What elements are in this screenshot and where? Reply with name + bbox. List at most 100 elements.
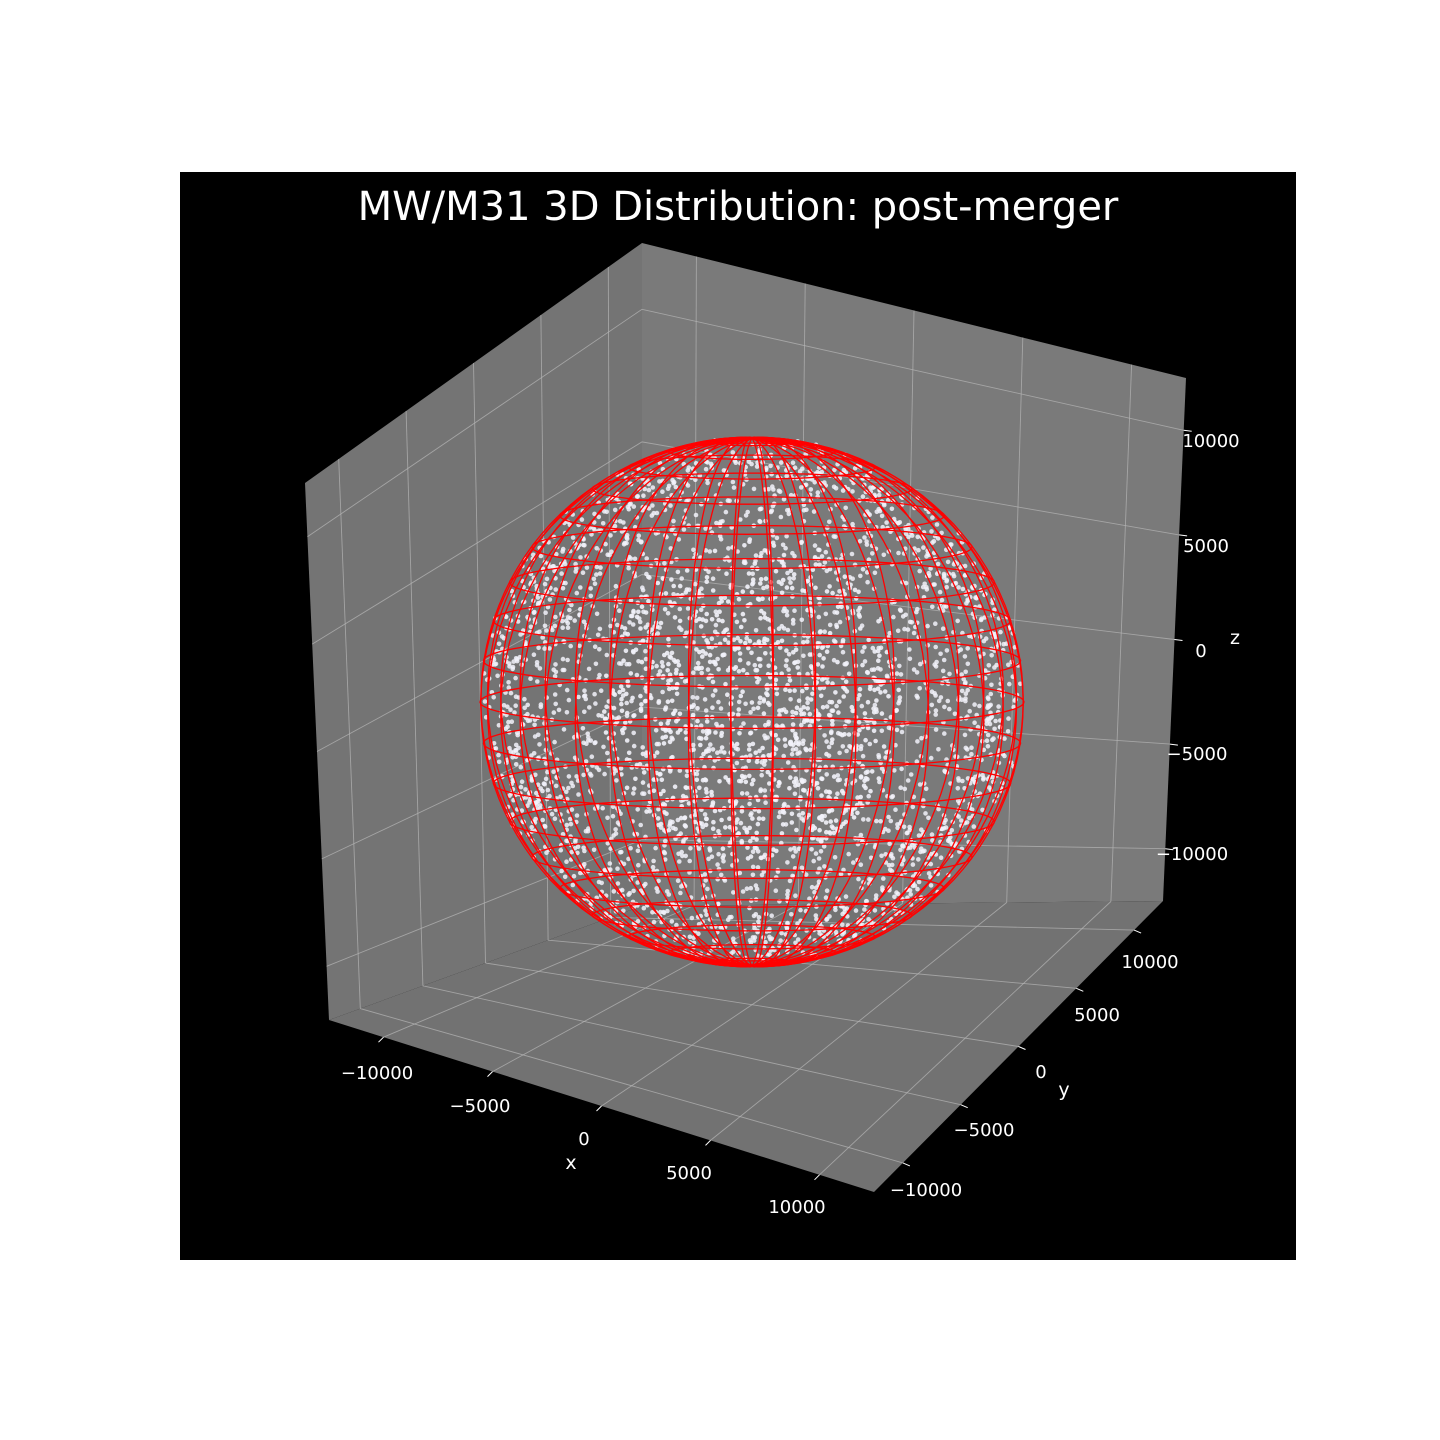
data-point: [868, 788, 873, 794]
data-point: [624, 710, 630, 716]
data-point: [604, 704, 609, 710]
data-point: [893, 708, 899, 714]
data-point: [731, 936, 736, 941]
data-point: [559, 868, 564, 874]
data-point: [784, 609, 789, 614]
data-point: [743, 701, 748, 707]
data-point: [827, 566, 833, 572]
data-point: [639, 604, 645, 609]
data-point: [777, 712, 782, 718]
data-point: [677, 859, 682, 864]
data-point: [567, 607, 572, 613]
3d-scatter-plot: MW/M31 3D Distribution: post-merger −100…: [305, 184, 1240, 1218]
data-point: [944, 648, 950, 653]
data-point: [764, 836, 769, 841]
data-point: [667, 672, 673, 677]
data-point: [746, 661, 751, 666]
data-point: [876, 753, 881, 758]
data-point: [709, 854, 715, 859]
data-point: [821, 685, 827, 691]
data-point: [858, 775, 864, 780]
data-point: [554, 551, 559, 557]
data-point: [629, 613, 635, 619]
data-point: [560, 625, 565, 630]
data-point: [856, 612, 862, 617]
data-point: [928, 883, 934, 888]
data-point: [841, 694, 846, 699]
data-point: [578, 606, 583, 612]
data-point: [917, 686, 922, 691]
data-point: [583, 828, 589, 834]
data-point: [748, 838, 753, 844]
data-point: [928, 566, 933, 571]
data-point: [617, 689, 622, 695]
data-point: [690, 695, 696, 700]
data-point: [790, 550, 795, 556]
data-point: [491, 695, 497, 700]
data-point: [753, 750, 758, 755]
data-point: [793, 767, 798, 773]
data-point: [819, 677, 825, 682]
data-point: [720, 855, 726, 861]
data-point: [970, 777, 975, 782]
data-point: [552, 692, 558, 697]
sphere-longitude-line: [751, 436, 857, 967]
data-point: [654, 750, 660, 755]
data-point: [593, 661, 599, 667]
data-point: [860, 567, 866, 572]
data-point: [926, 815, 931, 821]
data-point: [938, 855, 944, 860]
data-point: [552, 674, 558, 679]
data-point: [818, 629, 823, 634]
data-point: [762, 852, 768, 858]
data-point: [840, 911, 845, 917]
data-point: [758, 581, 763, 586]
data-point: [942, 769, 948, 775]
data-point: [840, 922, 845, 927]
data-point: [607, 861, 613, 866]
data-point: [870, 645, 876, 651]
data-point: [925, 623, 930, 629]
data-point: [838, 871, 844, 877]
data-point: [654, 886, 659, 891]
data-point: [618, 766, 624, 771]
data-point: [699, 501, 704, 507]
data-point: [596, 713, 601, 718]
data-point: [633, 776, 638, 782]
data-point: [801, 719, 807, 725]
data-point: [669, 577, 674, 582]
data-point: [574, 813, 580, 818]
data-point: [801, 640, 806, 645]
data-point: [583, 759, 589, 764]
data-point: [655, 580, 661, 586]
data-point: [773, 568, 779, 574]
data-point: [933, 621, 938, 626]
data-point: [735, 817, 740, 822]
data-point: [624, 532, 630, 538]
data-point: [764, 465, 769, 471]
y-grid-line: [485, 962, 1019, 1047]
data-point: [722, 652, 727, 657]
data-point: [597, 626, 603, 632]
data-point: [694, 724, 699, 730]
data-point: [983, 668, 988, 673]
data-point: [534, 660, 540, 665]
data-point: [701, 633, 707, 639]
data-point: [796, 698, 802, 703]
data-point: [695, 706, 700, 711]
data-point: [507, 745, 512, 751]
data-point: [631, 888, 636, 894]
data-point: [756, 639, 762, 644]
data-point: [674, 719, 679, 724]
data-point: [781, 802, 787, 808]
data-point: [666, 636, 671, 642]
data-point: [819, 793, 824, 798]
data-point: [793, 893, 798, 898]
data-point: [800, 741, 806, 746]
data-point: [779, 671, 784, 676]
data-point: [828, 819, 833, 824]
data-point: [841, 867, 846, 873]
data-point: [701, 751, 706, 757]
data-point: [789, 912, 794, 917]
data-point: [656, 822, 661, 828]
